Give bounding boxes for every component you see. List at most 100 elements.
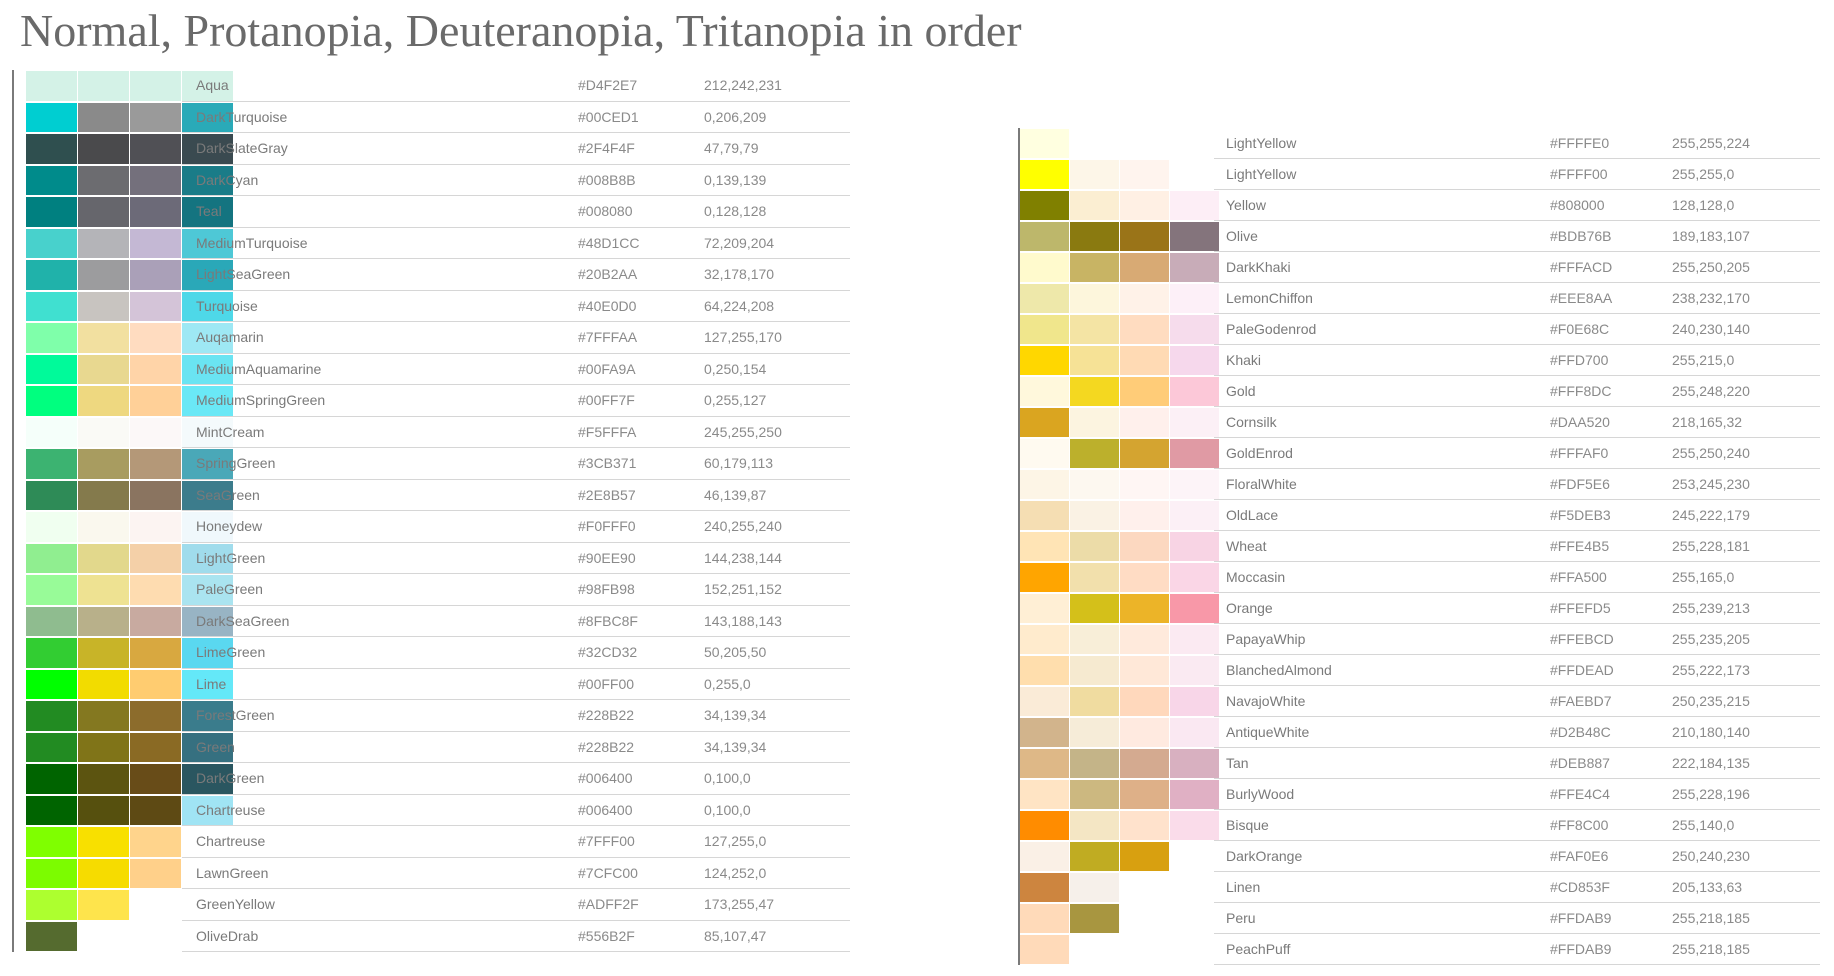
hex-value: #008B8B (578, 171, 636, 188)
table-row: Chartreuse #7FFF00 127,255,0 (12, 826, 850, 858)
table-row: Orange #FFEFD5 255,239,213 (1018, 593, 1820, 624)
swatch-tritanopia (1170, 594, 1219, 623)
row-divider (182, 447, 850, 448)
row-divider (1214, 902, 1820, 903)
color-name: Auqamarin (196, 329, 264, 345)
color-name: Chartreuse (196, 833, 266, 849)
row-divider (1214, 747, 1820, 748)
hex-value: #FFA500 (1550, 569, 1607, 585)
hex-value: #40E0D0 (578, 297, 637, 314)
swatch-deuteranopia (130, 102, 181, 132)
left-color-table: Aqua #D4F2E7 212,242,231 DarkTurquoise #00CE… (12, 70, 862, 970)
hex-value: #00CED1 (578, 108, 639, 125)
swatch-deuteranopia (130, 228, 181, 258)
swatch-protanopia (1070, 346, 1119, 375)
swatch-normal (26, 449, 77, 479)
color-name: Cornsilk (1226, 414, 1277, 430)
swatch-protanopia (1070, 191, 1119, 220)
rgb-value: 255,228,196 (1672, 786, 1750, 802)
swatch-normal (1020, 594, 1069, 623)
table-row: Yellow #808000 128,128,0 (1018, 190, 1820, 221)
swatch-tritanopia (182, 543, 233, 573)
swatch-normal (26, 764, 77, 794)
rgb-value: 250,240,230 (1672, 848, 1750, 864)
swatch-tritanopia (1170, 191, 1219, 220)
row-divider (1214, 313, 1820, 314)
swatch-normal (1020, 191, 1069, 220)
swatch-deuteranopia (130, 323, 181, 353)
color-name: PeachPuff (1226, 941, 1291, 957)
table-row: MediumTurquoise #48D1CC 72,209,204 (12, 228, 850, 259)
hex-value: #F5DEB3 (1550, 507, 1611, 523)
swatch-deuteranopia (130, 291, 181, 321)
color-name: OliveDrab (196, 927, 259, 944)
row-divider (182, 825, 850, 826)
swatch-tritanopia (182, 575, 233, 605)
row-divider (1214, 778, 1820, 779)
swatch-tritanopia (1170, 873, 1219, 902)
rgb-value: 255,255,0 (1672, 166, 1735, 182)
hex-value: #2E8B57 (578, 486, 636, 503)
hex-value: #32CD32 (578, 644, 638, 660)
hex-value: #00FF7F (578, 392, 635, 408)
swatch-deuteranopia (1120, 284, 1169, 313)
hex-value: #D2B48C (1550, 724, 1611, 740)
swatch-deuteranopia (1120, 191, 1169, 220)
hex-value: #98FB98 (578, 581, 635, 597)
row-divider (1214, 592, 1820, 593)
table-row: MediumSpringGreen #00FF7F 0,255,127 (12, 385, 850, 417)
table-row: LemonChiffon #EEE8AA 238,232,170 (1018, 283, 1820, 314)
color-name: Lime (196, 675, 227, 692)
color-name: Khaki (1226, 352, 1262, 368)
color-name: GreenYellow (196, 896, 275, 912)
row-divider (182, 478, 850, 480)
table-row: Khaki #FFD700 255,215,0 (1018, 345, 1820, 376)
hex-value: #7FFF00 (578, 833, 635, 849)
table-row: AntiqueWhite #D2B48C 210,180,140 (1018, 717, 1820, 748)
rgb-value: 238,232,170 (1672, 290, 1750, 306)
swatch-protanopia (78, 71, 129, 101)
swatch-normal (1020, 408, 1069, 437)
table-row: DarkGreen #006400 0,100,0 (12, 763, 850, 795)
color-name: DarkCyan (196, 171, 259, 188)
color-name: Green (196, 738, 235, 755)
swatch-protanopia (1070, 129, 1119, 158)
swatch-normal (26, 386, 77, 416)
row-divider (182, 510, 850, 511)
swatch-normal (1020, 811, 1069, 840)
rgb-value: 253,245,230 (1672, 476, 1750, 492)
hex-value: #20B2AA (578, 266, 638, 282)
hex-value: #FFD700 (1550, 352, 1609, 368)
row-divider (182, 352, 850, 354)
swatch-tritanopia (182, 102, 233, 132)
row-divider (1214, 158, 1820, 159)
swatch-protanopia (1070, 501, 1119, 530)
swatch-normal (26, 417, 77, 447)
swatch-protanopia (78, 512, 129, 542)
row-divider (1214, 499, 1820, 500)
swatch-normal (1020, 253, 1069, 282)
hex-value: #DAA520 (1550, 414, 1610, 430)
swatch-deuteranopia (130, 197, 181, 227)
color-name: ForestGreen (196, 707, 275, 723)
swatch-protanopia (1070, 873, 1119, 902)
swatch-deuteranopia (1120, 377, 1169, 406)
row-divider (1214, 530, 1820, 531)
hex-value: #008080 (578, 203, 633, 219)
swatch-protanopia (1070, 563, 1119, 592)
table-row: Bisque #FF8C00 255,140,0 (1018, 810, 1820, 841)
swatch-protanopia (78, 102, 129, 132)
swatch-normal (26, 291, 77, 321)
hex-value: #FFDEAD (1550, 662, 1614, 678)
swatch-tritanopia (182, 197, 233, 227)
hex-value: #228B22 (578, 707, 635, 723)
rgb-value: 189,183,107 (1672, 228, 1750, 244)
swatch-tritanopia (1170, 563, 1219, 592)
swatch-deuteranopia (1120, 842, 1169, 871)
swatch-normal (1020, 470, 1069, 499)
swatch-protanopia (78, 732, 129, 762)
swatch-deuteranopia (1120, 904, 1169, 933)
swatch-tritanopia (1170, 780, 1219, 809)
row-divider (1214, 282, 1820, 283)
hex-value: #FFFACD (1550, 259, 1613, 275)
